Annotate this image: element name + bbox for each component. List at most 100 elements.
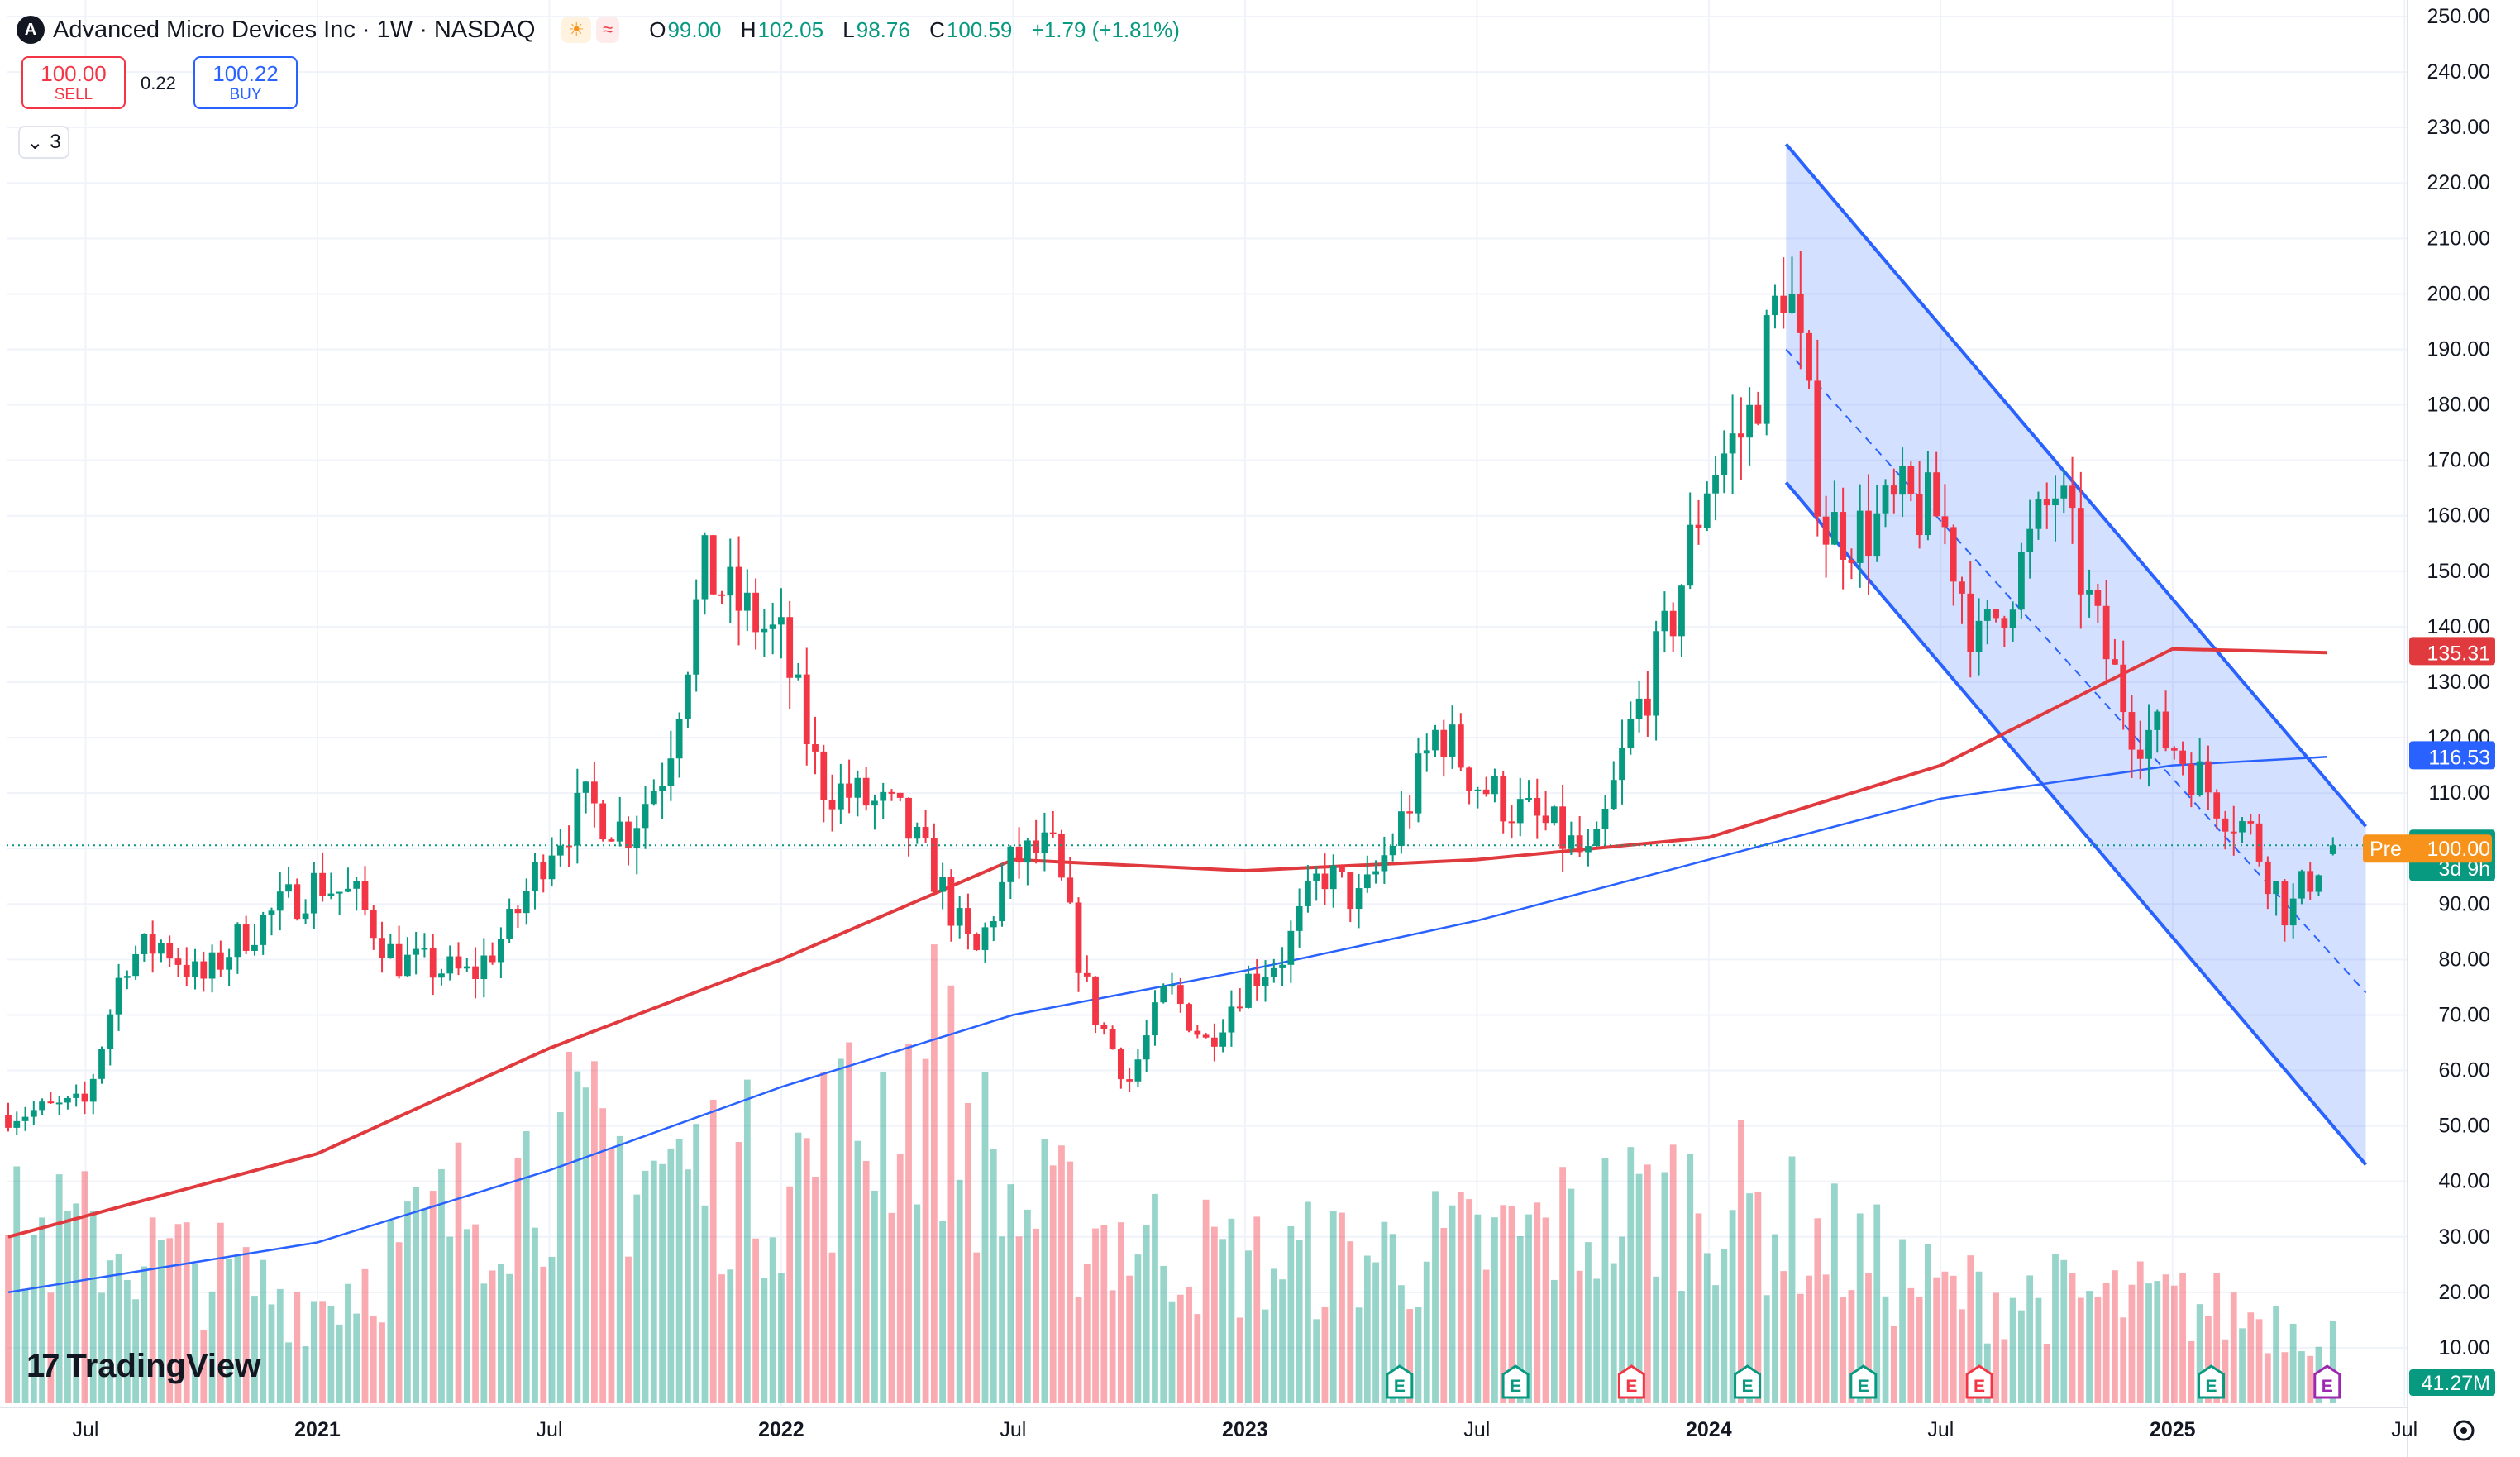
candle (693, 579, 700, 692)
volume-bar (599, 1108, 607, 1403)
svg-text:100.00: 100.00 (2427, 838, 2490, 861)
candle-body (1941, 516, 1949, 528)
candle-body (1355, 888, 1363, 910)
earnings-marker[interactable]: E (1734, 1364, 1762, 1399)
volume-bar (1568, 1188, 1575, 1403)
earnings-letter: E (1394, 1377, 1406, 1396)
candle-body (1916, 494, 1923, 536)
candle (413, 931, 420, 975)
candle (1067, 857, 1074, 904)
candle (1559, 785, 1567, 872)
volume-bar (633, 1194, 641, 1403)
candle (566, 825, 572, 867)
svg-text:Pre: Pre (2370, 838, 2402, 861)
candle (718, 590, 725, 604)
x-tick-label: 2021 (294, 1418, 341, 1441)
candle-body (743, 592, 751, 611)
candle (625, 816, 632, 866)
volume-bar (837, 1058, 844, 1403)
earnings-marker[interactable]: E (1849, 1364, 1878, 1399)
volume-bar (693, 1124, 700, 1403)
volume-bar (608, 1149, 615, 1403)
candle-body (242, 924, 250, 951)
volume-bar (208, 1291, 216, 1403)
data-status-icon[interactable]: ≈ (596, 17, 620, 43)
candle-body (1678, 585, 1685, 637)
candle (1763, 309, 1770, 436)
earnings-marker[interactable]: E (1386, 1364, 1414, 1399)
earnings-marker[interactable]: E (1617, 1364, 1645, 1399)
candle-body (13, 1120, 21, 1128)
volume-bar (2273, 1306, 2280, 1403)
candle-body (319, 872, 327, 896)
candle (1160, 983, 1167, 1004)
candle-body (1983, 609, 1991, 621)
y-tick-label: 30.00 (2438, 1225, 2490, 1249)
candle (608, 837, 615, 842)
candle (319, 852, 327, 902)
volume-bar (226, 1259, 233, 1403)
earnings-marker[interactable]: E (1501, 1364, 1530, 1399)
market-hours-icon[interactable]: ☀ (561, 17, 592, 43)
volume-bar (506, 1273, 513, 1403)
candle (141, 933, 148, 962)
earnings-letter: E (1510, 1377, 1521, 1396)
candle (98, 1046, 105, 1084)
earnings-marker[interactable]: E (2198, 1364, 2226, 1399)
tradingview-logo[interactable]: 17 TradingView (26, 1348, 260, 1385)
candle (1916, 460, 1923, 549)
volume-bar (2289, 1323, 2297, 1403)
candle (761, 609, 768, 657)
volume-bar (1067, 1161, 1074, 1403)
candle (922, 810, 929, 843)
candle (2086, 569, 2093, 618)
candle (1627, 701, 1635, 755)
candle-body (1508, 821, 1515, 824)
candle (1899, 447, 1906, 518)
earnings-marker[interactable]: E (1965, 1364, 1993, 1399)
volume-bar (1007, 1184, 1014, 1403)
candle-body (39, 1101, 45, 1111)
buy-button[interactable]: 100.22 BUY (193, 56, 298, 109)
y-tick-label: 240.00 (2427, 60, 2490, 84)
candle-body (1202, 1034, 1210, 1038)
earnings-badge (1849, 1364, 1878, 1399)
volume-bar (1550, 1279, 1558, 1403)
candle-body (1873, 513, 1881, 557)
symbol-title[interactable]: Advanced Micro Devices Inc · 1W · NASDAQ (53, 16, 536, 43)
volume-bar (21, 1288, 29, 1403)
candle-body (625, 821, 632, 848)
volume-bar (421, 1208, 428, 1403)
candle-body (1321, 873, 1329, 890)
volume-bar (81, 1171, 88, 1403)
sell-button[interactable]: 100.00 SELL (21, 56, 126, 109)
settings-gear-icon[interactable] (2453, 1420, 2475, 1441)
candle (514, 905, 522, 928)
candle-body (608, 839, 615, 842)
candle (2247, 814, 2255, 835)
candle-body (1601, 809, 1609, 829)
earnings-marker[interactable]: E (2313, 1364, 2341, 1399)
candle (871, 794, 878, 830)
candle-body (1245, 973, 1252, 1008)
candle-body (1653, 631, 1660, 716)
candle-body (846, 783, 852, 798)
indicators-toggle-button[interactable]: ⌄ 3 (18, 126, 69, 159)
volume-bar (718, 1274, 725, 1403)
volume-bar (268, 1304, 275, 1403)
candle (1941, 484, 1949, 545)
volume-bar (2179, 1273, 2186, 1403)
candle-body (2094, 590, 2102, 606)
candle (820, 744, 828, 823)
candle (1347, 872, 1354, 923)
candle (107, 1009, 114, 1066)
candle (1363, 855, 1371, 893)
volume-bar (98, 1292, 105, 1403)
candle-body (1168, 985, 1176, 987)
candle (47, 1092, 55, 1105)
volume-bar (107, 1260, 114, 1403)
time-axis: Jul 2021 Jul 2022 Jul 2023 Jul 2024 Jul 2025 Jul (73, 1418, 2475, 1441)
volume-bar (2239, 1328, 2246, 1403)
y-tick-label: 70.00 (2438, 1003, 2490, 1026)
